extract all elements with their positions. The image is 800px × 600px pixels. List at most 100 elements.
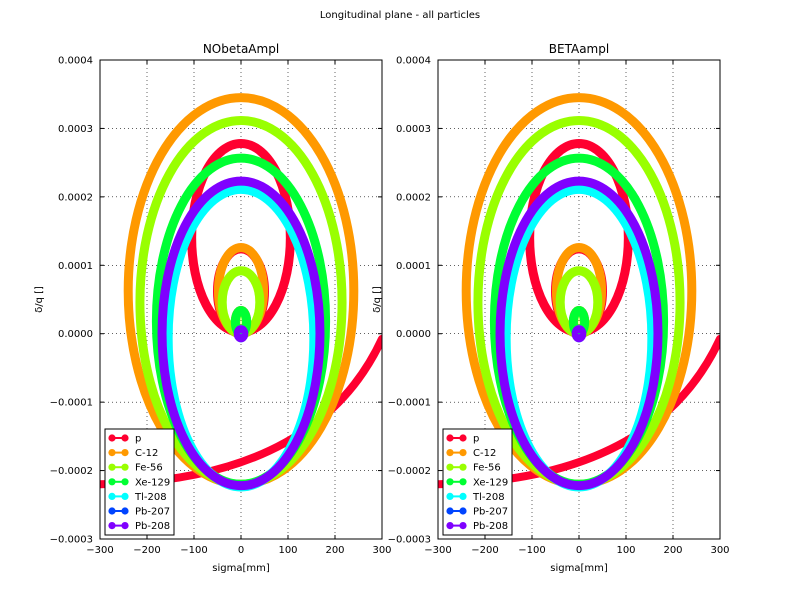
- x-tick-label: −200: [471, 545, 498, 556]
- legend-item: Tl-208: [108, 492, 167, 503]
- y-axis-label: δ/q []: [372, 286, 383, 313]
- x-tick-label: −100: [518, 545, 545, 556]
- legend-label: Pb-207: [473, 507, 508, 518]
- data-series-group: [100, 93, 382, 492]
- legend-item: Pb-208: [446, 521, 508, 532]
- y-tick-label: 0.0003: [58, 124, 93, 135]
- legend-marker: [459, 449, 467, 457]
- legend-item: Pb-208: [108, 521, 170, 532]
- legend-marker: [108, 522, 116, 530]
- legend-marker: [121, 492, 129, 500]
- x-axis-label: sigma[mm]: [212, 563, 270, 574]
- legend-marker: [446, 478, 454, 486]
- y-tick-label: 0.0004: [58, 56, 93, 67]
- legend-marker: [108, 492, 116, 500]
- legend-marker: [108, 434, 116, 442]
- legend-item: p: [446, 434, 479, 445]
- x-tick-label: 300: [710, 545, 729, 556]
- legend-marker: [108, 507, 116, 515]
- legend-marker: [446, 507, 454, 515]
- y-tick-label: 0.0003: [396, 124, 431, 135]
- legend-marker: [121, 449, 129, 457]
- x-tick-label: 0: [576, 545, 582, 556]
- legend-label: p: [473, 434, 479, 445]
- legend-label: C-12: [473, 448, 496, 459]
- y-tick-label: −0.0003: [388, 535, 431, 546]
- legend-marker: [459, 507, 467, 515]
- x-tick-label: −300: [424, 545, 451, 556]
- legend: p C-12 Fe-56 Xe-129 Tl-208 Pb-207 Pb-208: [442, 428, 513, 536]
- legend-marker: [446, 434, 454, 442]
- particle-track: [568, 305, 590, 339]
- legend-label: Pb-208: [135, 521, 170, 532]
- legend-marker: [108, 449, 116, 457]
- y-tick-label: −0.0002: [50, 466, 93, 477]
- x-axis-label: sigma[mm]: [550, 563, 608, 574]
- particle-track: [495, 176, 663, 491]
- particle-track: [157, 176, 325, 491]
- x-tick-label: 0: [238, 545, 244, 556]
- legend-item: Fe-56: [108, 463, 163, 474]
- x-tick-label: −300: [86, 545, 113, 556]
- x-tick-label: −100: [180, 545, 207, 556]
- legend-label: Xe-129: [473, 477, 508, 488]
- chart-panel-1: −300 −200 −100 0 100 200 300 −0.0003 −0.0002 −0.0…: [34, 42, 392, 574]
- chart-panel-2: −300 −200 −100 0 100 200 300−0.0003−0.0002−0.0…: [372, 42, 730, 574]
- legend-marker: [121, 522, 129, 530]
- x-tick-label: −200: [133, 545, 160, 556]
- legend-marker: [121, 463, 129, 471]
- figure-suptitle: Longitudinal plane - all particles: [319, 10, 481, 21]
- legend-marker: [446, 449, 454, 457]
- legend-marker: [121, 434, 129, 442]
- y-tick-label: 0.0000: [396, 329, 431, 340]
- legend-marker: [446, 463, 454, 471]
- x-tick-label: 100: [278, 545, 297, 556]
- y-tick-label: −0.0003: [50, 535, 93, 546]
- legend-label: Fe-56: [135, 463, 163, 474]
- x-tick-label: 100: [616, 545, 635, 556]
- legend-item: Xe-129: [108, 477, 170, 488]
- y-tick-label: −0.0002: [388, 466, 431, 477]
- legend-label: Pb-208: [473, 521, 508, 532]
- legend-item: Pb-207: [446, 507, 508, 518]
- legend-marker: [459, 463, 467, 471]
- chart-title: BETAampl: [549, 42, 609, 56]
- legend-item: p: [108, 434, 141, 445]
- legend-marker: [108, 478, 116, 486]
- legend-label: p: [135, 434, 141, 445]
- particle-track: [230, 305, 252, 339]
- particle-track: [571, 325, 587, 343]
- x-tick-label: 300: [372, 545, 391, 556]
- y-tick-label: 0.0000: [58, 329, 93, 340]
- legend-label: C-12: [135, 448, 158, 459]
- legend-marker: [121, 507, 129, 515]
- legend-item: Xe-129: [446, 477, 508, 488]
- y-axis-label: δ/q []: [34, 286, 45, 313]
- y-tick-label: 0.0002: [396, 192, 431, 203]
- series-Pb-208: [495, 176, 663, 491]
- legend-item: Tl-208: [446, 492, 505, 503]
- x-tick-label: 200: [325, 545, 344, 556]
- legend-marker: [108, 463, 116, 471]
- legend-marker: [459, 522, 467, 530]
- y-tick-label: −0.0001: [50, 398, 93, 409]
- y-tick-label: −0.0001: [388, 398, 431, 409]
- legend-item: Fe-56: [446, 463, 501, 474]
- legend-marker: [459, 492, 467, 500]
- legend-marker: [459, 478, 467, 486]
- particle-track: [233, 325, 249, 343]
- legend-marker: [446, 522, 454, 530]
- x-tick-label: 200: [663, 545, 682, 556]
- legend-label: Tl-208: [472, 492, 505, 503]
- legend-item: Pb-207: [108, 507, 170, 518]
- legend-label: Fe-56: [473, 463, 501, 474]
- chart-title: NObetaAmpl: [203, 42, 279, 56]
- y-tick-label: 0.0001: [396, 261, 431, 272]
- legend-item: C-12: [108, 448, 158, 459]
- legend: p C-12 Fe-56 Xe-129 Tl-208 Pb-207 Pb-208: [104, 428, 175, 536]
- legend-marker: [121, 478, 129, 486]
- legend-marker: [446, 492, 454, 500]
- legend-label: Pb-207: [135, 507, 170, 518]
- y-tick-label: 0.0002: [58, 192, 93, 203]
